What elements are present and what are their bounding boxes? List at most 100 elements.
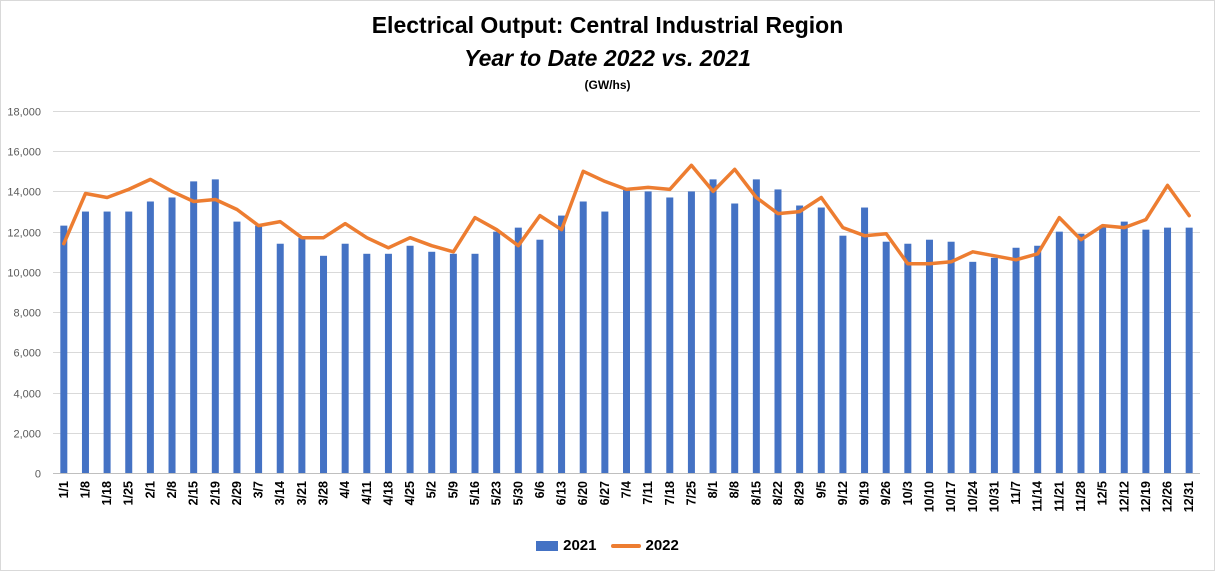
bar-2021-2-1 [146, 201, 154, 473]
x-tick-label: 12/31 [1182, 481, 1196, 512]
bar-2021-3-21 [298, 237, 306, 473]
bar-2021-3-28 [320, 255, 328, 473]
bar-2021-10-10 [925, 239, 933, 473]
x-tick-label: 9/5 [814, 481, 828, 498]
chart-title: Electrical Output: Central Industrial Re… [371, 12, 844, 38]
bar-2021-2-8 [168, 197, 176, 473]
bar-2021-10-3 [904, 243, 912, 473]
bar-2021-8-8 [731, 203, 739, 473]
x-tick-label: 8/8 [728, 481, 742, 498]
x-tick-label: 7/11 [641, 481, 655, 505]
bar-2021-12-19 [1142, 229, 1150, 473]
bar-2021-8-1 [709, 179, 717, 473]
x-tick-label: 1/18 [100, 481, 114, 505]
bar-2021-3-14 [276, 243, 284, 473]
series-2021-bars [60, 179, 1193, 474]
bar-2021-3-7 [255, 225, 263, 473]
y-tick-label: 0 [35, 469, 41, 481]
y-tick-label: 16,000 [7, 147, 41, 159]
bar-2021-10-17 [947, 241, 955, 473]
bar-2021-8-29 [796, 205, 804, 473]
bar-2021-5-9 [449, 253, 457, 473]
bar-2021-11-7 [1012, 247, 1020, 473]
bar-2021-12-5 [1099, 225, 1107, 473]
bar-2021-8-22 [774, 189, 782, 473]
chart-subtitle: Year to Date 2022 vs. 2021 [464, 45, 751, 71]
bar-2021-4-4 [341, 243, 349, 473]
bar-2021-10-31 [990, 257, 998, 473]
x-tick-label: 3/21 [295, 481, 309, 505]
x-tick-label: 5/9 [446, 481, 460, 498]
y-tick-label: 4,000 [13, 389, 41, 401]
bar-2021-4-25 [406, 245, 414, 473]
x-tick-label: 2/8 [165, 481, 179, 498]
x-tick-label: 2/19 [208, 481, 222, 505]
bar-2021-8-15 [752, 179, 760, 473]
x-tick-label: 9/19 [858, 481, 872, 505]
bar-2021-9-26 [882, 241, 890, 473]
legend-item-2021[interactable]: 2021 [536, 537, 597, 554]
y-tick-label: 12,000 [7, 228, 41, 240]
bar-2021-7-4 [623, 189, 630, 473]
x-tick-label: 12/12 [1117, 481, 1131, 512]
x-axis-ticks: 1/1 1/8 1/18 1/25 2/1 2/8 2/15 2/19 2/29 3/7 3/14 3… [57, 481, 1196, 512]
bar-2021-1-25 [125, 211, 133, 474]
bar-2021-6-13 [558, 215, 566, 474]
x-tick-label: 8/1 [706, 481, 720, 498]
x-tick-label: 5/2 [425, 481, 439, 498]
legend-label-2022: 2022 [645, 537, 679, 554]
legend-swatch-line [610, 543, 641, 548]
series-2022-line [62, 163, 1191, 266]
x-tick-label: 9/12 [836, 481, 850, 505]
y-tick-label: 14,000 [7, 187, 41, 199]
x-tick-label: 4/25 [403, 481, 417, 505]
x-tick-label: 11/14 [1031, 481, 1045, 512]
bar-2021-1-1 [60, 225, 68, 473]
bar-2021-6-27 [601, 211, 609, 474]
bar-2021-9-5 [817, 207, 825, 474]
x-tick-label: 3/7 [252, 481, 266, 498]
bar-2021-10-24 [969, 261, 977, 473]
x-tick-label: 2/15 [187, 481, 201, 505]
bar-2021-6-20 [579, 201, 587, 473]
x-tick-label: 10/3 [901, 481, 915, 505]
bar-2021-11-28 [1077, 233, 1085, 473]
x-tick-label: 12/26 [1161, 481, 1175, 512]
x-tick-label: 5/23 [490, 481, 504, 505]
bar-2021-9-12 [839, 235, 847, 473]
bar-2021-1-8 [81, 211, 89, 474]
x-tick-label: 7/25 [684, 481, 698, 505]
bar-2021-9-19 [861, 207, 869, 474]
x-tick-label: 10/24 [966, 481, 980, 512]
x-tick-label: 6/20 [576, 481, 590, 505]
bar-2021-7-18 [666, 197, 674, 473]
chart-unit-label: (GW/hs) [584, 78, 631, 92]
y-tick-label: 8,000 [13, 308, 41, 320]
bar-2021-7-11 [644, 191, 652, 473]
x-tick-label: 3/14 [273, 481, 287, 505]
x-tick-label: 1/1 [57, 481, 71, 498]
bar-2021-11-21 [1055, 231, 1063, 473]
bar-2021-12-31 [1185, 227, 1193, 473]
bar-2021-12-26 [1164, 227, 1172, 473]
x-tick-label: 1/25 [122, 481, 136, 505]
x-tick-label: 2/29 [230, 481, 244, 505]
bar-2021-5-23 [493, 231, 501, 473]
x-tick-label: 12/5 [1096, 481, 1110, 505]
bar-2021-2-15 [190, 181, 198, 473]
x-tick-label: 7/4 [620, 481, 634, 498]
y-tick-label: 18,000 [7, 107, 41, 119]
legend-item-2022[interactable]: 2022 [610, 537, 679, 554]
x-tick-label: 5/16 [468, 481, 482, 505]
bar-2021-5-30 [514, 227, 522, 473]
x-tick-label: 3/28 [317, 481, 331, 505]
bar-2021-4-11 [363, 253, 371, 473]
bar-2021-11-14 [1034, 245, 1042, 473]
x-tick-label: 6/27 [598, 481, 612, 505]
x-tick-label: 4/18 [381, 481, 395, 505]
y-axis-ticks: 0 2,000 4,000 6,000 8,000 10,000 12,000 14,000 1… [7, 107, 41, 481]
x-tick-label: 8/15 [749, 481, 763, 505]
x-tick-label: 7/18 [663, 481, 677, 505]
y-tick-label: 10,000 [7, 268, 41, 280]
